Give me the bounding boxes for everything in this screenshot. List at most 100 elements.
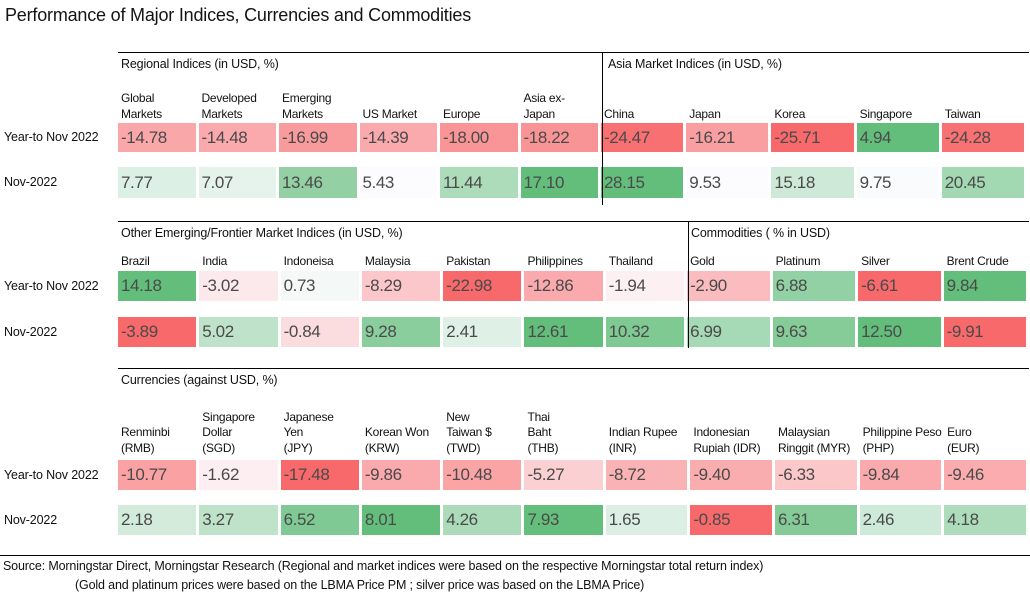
value-cell: -0.84 — [280, 317, 362, 347]
value-cell: 4.94 — [856, 123, 942, 152]
value-cell: 0.73 — [280, 271, 362, 301]
value-cell: -25.71 — [771, 123, 857, 152]
column-header: Developed Markets — [201, 91, 257, 121]
column-header: China — [604, 106, 635, 121]
value-cell: -14.48 — [198, 123, 279, 152]
column-header: Indian Rupee (INR) — [608, 425, 678, 455]
section-top-rule — [118, 221, 1029, 222]
group-label: Currencies (against USD, %) — [121, 373, 278, 387]
value-cell: 9.84 — [943, 271, 1030, 301]
column-header-row: Renminbi (RMB) Singapore Dollar (SGD) Japa… — [118, 392, 1029, 456]
value-cell: -14.78 — [118, 123, 199, 152]
value-cell: 2.46 — [859, 505, 945, 535]
value-cell: -6.33 — [774, 460, 860, 490]
row-label: Nov-2022 — [4, 325, 57, 339]
value-row: 7.77 7.07 13.46 5.43 11.44 17.10 28.15 9.53 15.1… — [118, 167, 1027, 198]
value-cell: -18.00 — [440, 123, 521, 152]
group-label: Other Emerging/Frontier Market Indices (… — [121, 226, 403, 240]
value-cell: 4.26 — [443, 505, 525, 535]
value-cell: -9.40 — [690, 460, 775, 490]
group-label: Commodities ( % in USD) — [691, 226, 830, 240]
value-row: -3.89 5.02 -0.84 9.28 2.41 12.61 10.32 6.99 9.63… — [118, 317, 1030, 347]
section-group-divider — [687, 221, 689, 348]
value-cell: 20.45 — [941, 167, 1027, 198]
value-cell: -16.99 — [279, 123, 360, 152]
section-group-divider — [601, 52, 603, 205]
row-label: Year-to Nov 2022 — [4, 130, 99, 144]
column-header: Japanese Yen (JPY) — [283, 409, 334, 455]
value-cell: -8.72 — [605, 460, 691, 490]
value-cell: -9.86 — [361, 460, 444, 490]
column-header: Indonesian Rupiah (IDR) — [693, 425, 761, 455]
figure-title: Performance of Major Indices, Currencies… — [5, 5, 471, 25]
value-cell: -8.29 — [361, 271, 444, 301]
value-cell: 12.61 — [524, 317, 606, 347]
value-cell: -18.22 — [520, 123, 601, 152]
value-cell: -3.02 — [199, 271, 281, 301]
value-cell: 13.46 — [279, 167, 360, 198]
value-cell: 3.27 — [199, 505, 281, 535]
value-cell: 9.75 — [856, 167, 942, 198]
column-header-row: Brazil India Indoneisa Malaysia Pakistan Phil… — [118, 251, 1029, 269]
value-cell: -5.27 — [524, 460, 606, 490]
section-top-rule — [118, 368, 1029, 369]
column-header: US Market — [362, 106, 418, 121]
value-cell: 7.93 — [524, 505, 606, 535]
value-cell: -1.94 — [605, 271, 688, 301]
row-label: Year-to Nov 2022 — [4, 279, 99, 293]
column-header: Korean Won (KRW) — [364, 425, 429, 455]
value-cell: 6.31 — [774, 505, 860, 535]
group-label: Asia Market Indices (in USD, %) — [608, 57, 782, 71]
value-cell: 14.18 — [118, 271, 200, 301]
value-cell: 28.15 — [601, 167, 687, 198]
value-cell: -2.90 — [687, 271, 773, 301]
column-header: Asia ex- Japan — [523, 91, 566, 121]
value-cell: -0.85 — [690, 505, 775, 535]
value-cell: 15.18 — [771, 167, 857, 198]
group-label: Regional Indices (in USD, %) — [121, 57, 279, 71]
column-header: Brent Crude — [946, 253, 1009, 268]
value-cell: 7.77 — [118, 167, 199, 198]
source-note-line1: Source: Morningstar Direct, Morningstar … — [3, 559, 764, 573]
column-header: Thai Baht (THB) — [527, 409, 559, 455]
value-cell: -24.28 — [941, 123, 1027, 152]
value-cell: -6.61 — [858, 271, 944, 301]
value-cell: -22.98 — [443, 271, 525, 301]
column-header: Singapore Dollar (SGD) — [202, 409, 255, 455]
column-header: Malaysia — [364, 253, 411, 268]
column-header: Platinum — [775, 253, 821, 268]
column-header: India — [202, 253, 228, 268]
column-header: Taiwan — [944, 106, 981, 121]
value-cell: 2.18 — [118, 505, 200, 535]
value-cell: -14.39 — [359, 123, 440, 152]
value-cell: -9.84 — [859, 460, 945, 490]
value-row: -10.77 -1.62 -17.48 -9.86 -10.48 -5.27 -8.72 -9… — [118, 460, 1029, 490]
value-cell: -24.47 — [601, 123, 687, 152]
section-top-rule — [118, 52, 1029, 53]
value-cell: -12.86 — [524, 271, 606, 301]
value-cell: -17.48 — [280, 460, 362, 490]
row-label: Nov-2022 — [4, 175, 57, 189]
value-cell: 1.65 — [605, 505, 691, 535]
column-header: Gold — [690, 253, 715, 268]
column-header: Korea — [774, 106, 806, 121]
column-header: New Taiwan $ (TWD) — [446, 409, 492, 455]
value-cell: -16.21 — [686, 123, 772, 152]
column-header-row: Global Markets Developed Markets Emerging … — [118, 78, 1027, 122]
column-header: Global Markets — [121, 91, 162, 121]
value-cell: -9.91 — [943, 317, 1030, 347]
value-cell: 4.18 — [944, 505, 1029, 535]
column-header: Emerging Markets — [282, 91, 332, 121]
value-row: 2.18 3.27 6.52 8.01 4.26 7.93 1.65 -0.85 6.31 2.4… — [118, 505, 1029, 535]
column-header: Europe — [443, 106, 481, 121]
column-header: Philippine Peso (PHP) — [862, 425, 942, 455]
value-cell: -1.62 — [199, 460, 281, 490]
source-note-line2: (Gold and platinum prices were based on … — [75, 578, 645, 592]
column-header: Brazil — [121, 253, 150, 268]
value-cell: 9.53 — [686, 167, 772, 198]
column-header: Indoneisa — [283, 253, 334, 268]
row-label: Year-to Nov 2022 — [4, 468, 99, 482]
value-cell: -10.77 — [118, 460, 200, 490]
value-cell: 2.41 — [443, 317, 525, 347]
